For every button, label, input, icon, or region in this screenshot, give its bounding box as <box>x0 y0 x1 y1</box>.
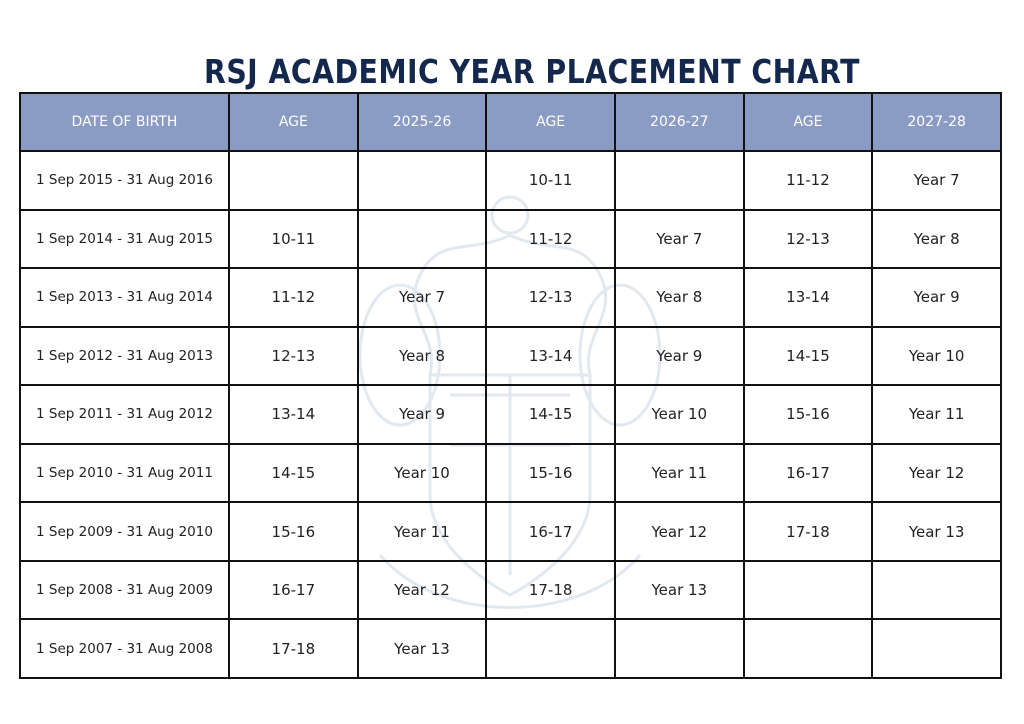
cell <box>613 150 745 211</box>
table-row: 1 Sep 2008 - 31 Aug 2009 16-17 Year 12 1… <box>19 559 1002 621</box>
cell: Year 9 <box>871 267 1002 328</box>
table-row: 1 Sep 2009 - 31 Aug 2010 15-16 Year 11 1… <box>19 501 1002 562</box>
cell: 13-14 <box>485 325 616 387</box>
cell: Year 13 <box>871 501 1002 562</box>
placement-table: DATE OF BIRTH AGE 2025-26 AGE 2026-27 AG… <box>19 92 1002 679</box>
cell: Year 11 <box>613 442 745 504</box>
header-date-of-birth: DATE OF BIRTH <box>19 92 230 152</box>
table-row: 1 Sep 2011 - 31 Aug 2012 13-14 Year 9 14… <box>19 384 1002 445</box>
cell: Year 10 <box>871 325 1002 387</box>
cell: 17-18 <box>742 501 874 562</box>
header-age-2025: AGE <box>228 92 359 152</box>
cell: 17-18 <box>485 559 616 621</box>
cell: Year 8 <box>356 325 488 387</box>
cell: Year 13 <box>356 618 488 679</box>
cell: 14-15 <box>228 442 359 504</box>
cell: 12-13 <box>742 208 874 270</box>
cell-dob: 1 Sep 2009 - 31 Aug 2010 <box>19 501 230 562</box>
cell: 10-11 <box>228 208 359 270</box>
cell-dob: 1 Sep 2007 - 31 Aug 2008 <box>19 618 230 679</box>
cell: Year 9 <box>356 384 488 445</box>
table-row: 1 Sep 2014 - 31 Aug 2015 10-11 11-12 Yea… <box>19 208 1002 270</box>
cell <box>742 559 874 621</box>
cell-dob: 1 Sep 2015 - 31 Aug 2016 <box>19 150 230 211</box>
header-year-2025-26: 2025-26 <box>356 92 488 152</box>
cell-dob: 1 Sep 2013 - 31 Aug 2014 <box>19 267 230 328</box>
cell <box>356 208 488 270</box>
cell: Year 7 <box>613 208 745 270</box>
cell: Year 11 <box>356 501 488 562</box>
cell <box>485 618 616 679</box>
cell: 15-16 <box>742 384 874 445</box>
cell: Year 7 <box>356 267 488 328</box>
cell: Year 8 <box>871 208 1002 270</box>
cell: 17-18 <box>228 618 359 679</box>
table-row: 1 Sep 2010 - 31 Aug 2011 14-15 Year 10 1… <box>19 442 1002 504</box>
cell <box>742 618 874 679</box>
cell: 15-16 <box>228 501 359 562</box>
cell-dob: 1 Sep 2011 - 31 Aug 2012 <box>19 384 230 445</box>
cell <box>356 150 488 211</box>
cell: Year 9 <box>613 325 745 387</box>
table-row: 1 Sep 2015 - 31 Aug 2016 10-11 11-12 Yea… <box>19 150 1002 211</box>
header-year-2026-27: 2026-27 <box>613 92 745 152</box>
cell: 16-17 <box>228 559 359 621</box>
cell <box>871 559 1002 621</box>
header-age-2026: AGE <box>485 92 616 152</box>
table-row: 1 Sep 2007 - 31 Aug 2008 17-18 Year 13 <box>19 618 1002 679</box>
cell: 13-14 <box>742 267 874 328</box>
cell: Year 7 <box>871 150 1002 211</box>
cell <box>613 618 745 679</box>
table-row: 1 Sep 2012 - 31 Aug 2013 12-13 Year 8 13… <box>19 325 1002 387</box>
cell: 12-13 <box>228 325 359 387</box>
cell: Year 11 <box>871 384 1002 445</box>
table-row: 1 Sep 2013 - 31 Aug 2014 11-12 Year 7 12… <box>19 267 1002 328</box>
cell: Year 10 <box>613 384 745 445</box>
cell: 15-16 <box>485 442 616 504</box>
cell: 13-14 <box>228 384 359 445</box>
cell: 10-11 <box>485 150 616 211</box>
cell-dob: 1 Sep 2010 - 31 Aug 2011 <box>19 442 230 504</box>
cell <box>228 150 359 211</box>
cell: 16-17 <box>742 442 874 504</box>
cell: Year 12 <box>871 442 1002 504</box>
header-year-2027-28: 2027-28 <box>871 92 1002 152</box>
cell-dob: 1 Sep 2012 - 31 Aug 2013 <box>19 325 230 387</box>
cell-dob: 1 Sep 2014 - 31 Aug 2015 <box>19 208 230 270</box>
cell: 16-17 <box>485 501 616 562</box>
header-row: DATE OF BIRTH AGE 2025-26 AGE 2026-27 AG… <box>19 92 1002 152</box>
cell: 14-15 <box>742 325 874 387</box>
cell: 12-13 <box>485 267 616 328</box>
cell: Year 12 <box>613 501 745 562</box>
cell: Year 10 <box>356 442 488 504</box>
cell: 14-15 <box>485 384 616 445</box>
cell: 11-12 <box>742 150 874 211</box>
cell: 11-12 <box>228 267 359 328</box>
cell: 11-12 <box>485 208 616 270</box>
cell: Year 13 <box>613 559 745 621</box>
cell-dob: 1 Sep 2008 - 31 Aug 2009 <box>19 559 230 621</box>
header-age-2027: AGE <box>742 92 874 152</box>
page-title: RSJ ACADEMIC YEAR PLACEMENT CHART <box>204 52 860 92</box>
cell <box>871 618 1002 679</box>
cell: Year 12 <box>356 559 488 621</box>
cell: Year 8 <box>613 267 745 328</box>
